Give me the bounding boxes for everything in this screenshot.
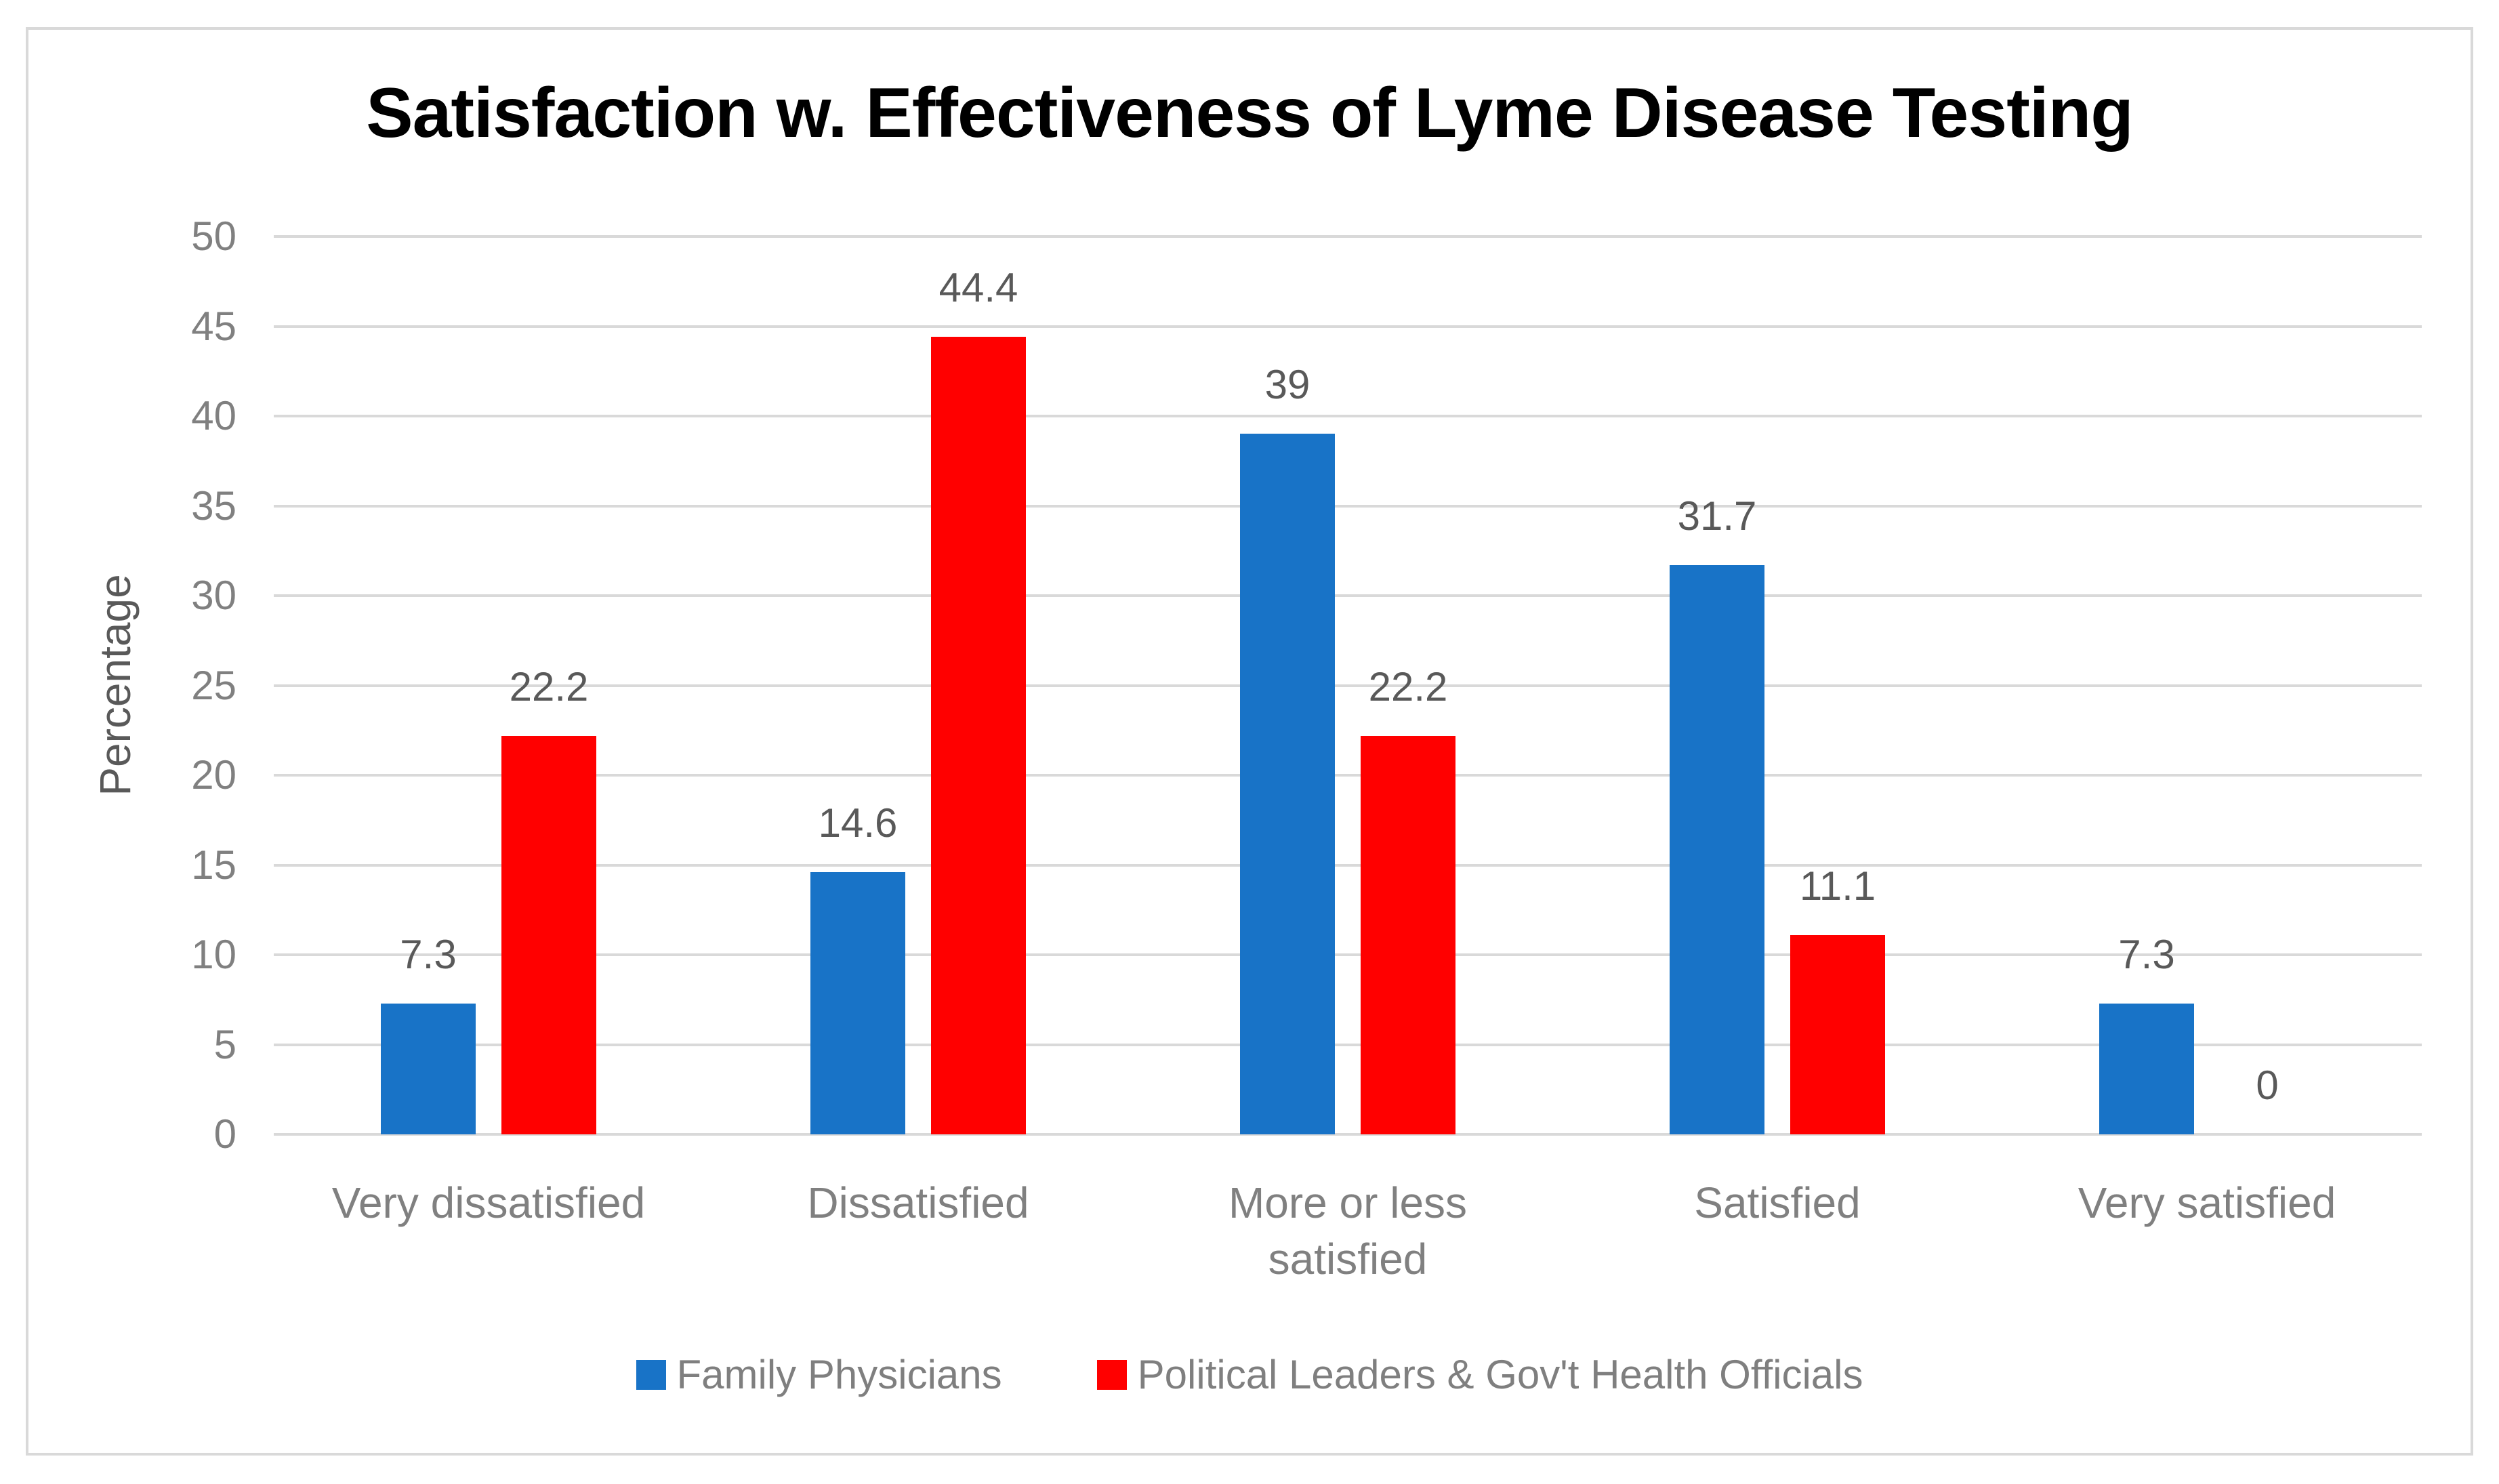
x-category-label-dissatisfied: Dissatisfied — [807, 1178, 1029, 1227]
bar-political-leaders-gov-t-health-officials-very-dissatisfied — [501, 736, 596, 1134]
data-label-family-physicians-very-dissatisfied: 7.3 — [400, 932, 457, 977]
legend-item-political-leaders-gov-t-health-officials: Political Leaders & Gov't Health Officia… — [1096, 1351, 1863, 1398]
y-tick-label: 5 — [213, 1021, 236, 1067]
bar-political-leaders-gov-t-health-officials-more-or-less-satisfied — [1361, 736, 1455, 1134]
y-tick-label: 10 — [191, 932, 236, 977]
data-label-political-leaders-gov-t-health-officials-very-dissatisfied: 22.2 — [509, 664, 589, 709]
data-label-political-leaders-gov-t-health-officials-satisfied: 11.1 — [1799, 863, 1876, 909]
gridline — [274, 774, 2422, 777]
gridline — [274, 594, 2422, 597]
gridline — [274, 504, 2422, 508]
gridline — [274, 325, 2422, 328]
bar-political-leaders-gov-t-health-officials-satisfied — [1790, 935, 1885, 1134]
legend: Family Physicians Political Leaders & Gov… — [28, 1351, 2471, 1398]
gridline — [274, 684, 2422, 687]
y-tick-label: 15 — [191, 842, 236, 888]
plot-area: 7.3 22.2 14.6 44.4 39 22.2 31.7 11.1 7.3 0 — [274, 235, 2422, 1136]
y-tick-label: 45 — [191, 303, 236, 349]
chart-figure: Satisfaction w. Effectiveness of Lyme Di… — [26, 27, 2473, 1456]
bar-family-physicians-very-dissatisfied — [381, 1004, 476, 1134]
gridline — [274, 235, 2422, 238]
data-label-political-leaders-gov-t-health-officials-very-satisfied: 0 — [2256, 1063, 2279, 1108]
legend-item-family-physicians: Family Physicians — [636, 1351, 1002, 1398]
gridline — [274, 415, 2422, 417]
x-category-label-very-satisfied: Very satisfied — [2078, 1178, 2336, 1227]
data-label-family-physicians-very-satisfied: 7.3 — [2118, 932, 2175, 977]
legend-swatch-political-leaders-gov-t-health-officials — [1096, 1359, 1127, 1390]
bar-political-leaders-gov-t-health-officials-dissatisfied — [931, 337, 1026, 1134]
bar-family-physicians-satisfied — [1670, 565, 1764, 1134]
y-tick-label: 20 — [191, 752, 236, 798]
data-label-family-physicians-satisfied: 31.7 — [1677, 493, 1757, 539]
x-category-label-more-or-less-satisfied: More or less satisfied — [1228, 1178, 1468, 1284]
y-tick-label: 50 — [191, 213, 236, 259]
legend-swatch-family-physicians — [636, 1359, 666, 1390]
y-tick-label: 25 — [191, 662, 236, 708]
data-label-family-physicians-more-or-less-satisfied: 39 — [1264, 362, 1310, 407]
bar-family-physicians-dissatisfied — [810, 872, 905, 1134]
legend-label: Family Physicians — [676, 1352, 1002, 1397]
y-tick-label: 35 — [191, 482, 236, 529]
bar-family-physicians-very-satisfied — [2099, 1004, 2194, 1134]
gridline — [274, 953, 2422, 956]
data-label-political-leaders-gov-t-health-officials-more-or-less-satisfied: 22.2 — [1368, 664, 1448, 709]
y-tick-label: 40 — [191, 393, 236, 438]
x-category-label-very-dissatisfied: Very dissatisfied — [331, 1178, 646, 1227]
bar-family-physicians-more-or-less-satisfied — [1240, 434, 1335, 1134]
data-label-family-physicians-dissatisfied: 14.6 — [818, 800, 898, 846]
data-label-political-leaders-gov-t-health-officials-dissatisfied: 44.4 — [938, 265, 1018, 310]
chart-title: Satisfaction w. Effectiveness of Lyme Di… — [366, 74, 2134, 152]
gridline — [274, 1043, 2422, 1046]
y-tick-label: 30 — [191, 573, 236, 618]
gridline — [274, 863, 2422, 867]
gridline — [274, 1133, 2422, 1136]
legend-label: Political Leaders & Gov't Health Officia… — [1137, 1352, 1863, 1397]
y-tick-label: 0 — [213, 1111, 236, 1157]
x-category-label-satisfied: Satisfied — [1694, 1178, 1861, 1227]
